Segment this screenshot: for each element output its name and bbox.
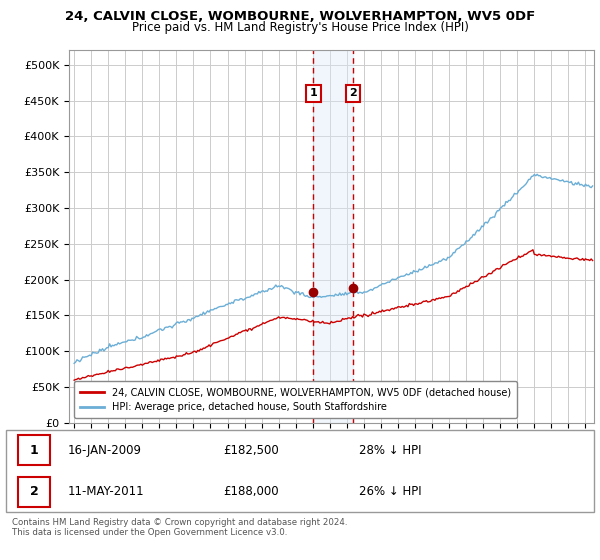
Bar bbox=[313, 50, 353, 423]
Legend: 24, CALVIN CLOSE, WOMBOURNE, WOLVERHAMPTON, WV5 0DF (detached house), HPI: Avera: 24, CALVIN CLOSE, WOMBOURNE, WOLVERHAMPT… bbox=[74, 381, 517, 418]
Text: £182,500: £182,500 bbox=[224, 444, 280, 457]
Text: 24, CALVIN CLOSE, WOMBOURNE, WOLVERHAMPTON, WV5 0DF: 24, CALVIN CLOSE, WOMBOURNE, WOLVERHAMPT… bbox=[65, 10, 535, 23]
Bar bbox=[18, 435, 50, 465]
Text: Price paid vs. HM Land Registry's House Price Index (HPI): Price paid vs. HM Land Registry's House … bbox=[131, 21, 469, 34]
Text: Contains HM Land Registry data © Crown copyright and database right 2024.
This d: Contains HM Land Registry data © Crown c… bbox=[12, 518, 347, 538]
Text: 1: 1 bbox=[310, 88, 317, 99]
Text: 2: 2 bbox=[29, 485, 38, 498]
Text: 2: 2 bbox=[349, 88, 357, 99]
Bar bbox=[18, 477, 50, 507]
Text: £188,000: £188,000 bbox=[224, 485, 279, 498]
Text: 28% ↓ HPI: 28% ↓ HPI bbox=[359, 444, 421, 457]
Text: 11-MAY-2011: 11-MAY-2011 bbox=[68, 485, 145, 498]
Text: 16-JAN-2009: 16-JAN-2009 bbox=[68, 444, 142, 457]
Text: 26% ↓ HPI: 26% ↓ HPI bbox=[359, 485, 421, 498]
Text: 1: 1 bbox=[29, 444, 38, 457]
